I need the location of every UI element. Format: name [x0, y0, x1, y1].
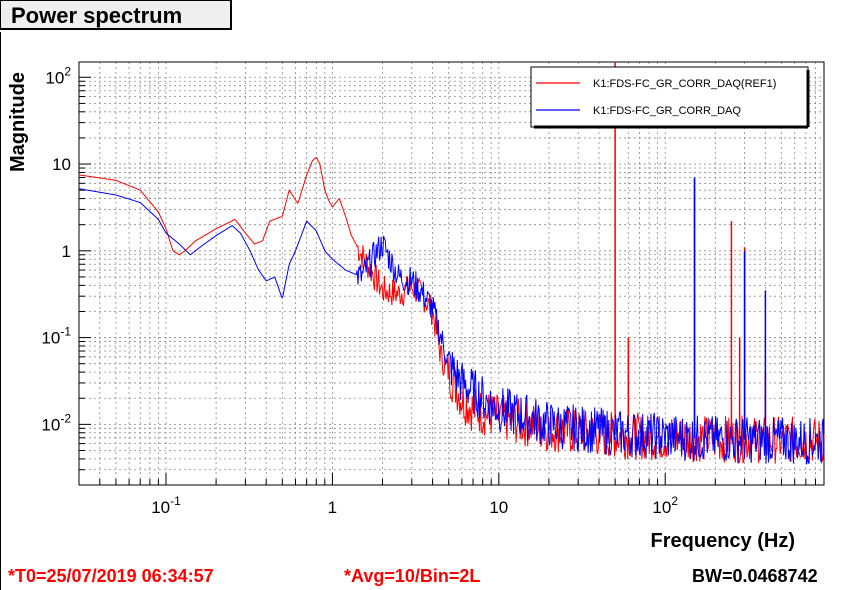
- title-tab: Power spectrum: [0, 0, 232, 30]
- y-tick-label: 102: [45, 64, 71, 87]
- frame-border: [0, 32, 1, 590]
- legend-label: K1:FDS-FC_GR_CORR_DAQ(REF1): [593, 78, 776, 90]
- plot-area: [79, 62, 824, 485]
- x-tick-label: 10-1: [151, 494, 181, 517]
- y-tick-label: 10-2: [41, 411, 71, 434]
- footer-avg: *Avg=10/Bin=2L: [344, 566, 481, 586]
- legend-label: K1:FDS-FC_GR_CORR_DAQ: [593, 105, 741, 117]
- x-tick-label: 10: [489, 498, 508, 517]
- x-tick-label: 1: [328, 498, 337, 517]
- legend: K1:FDS-FC_GR_CORR_DAQ(REF1) K1:FDS-FC_GR_…: [530, 66, 810, 129]
- y-tick-label: 10: [52, 155, 71, 174]
- series-line-live: [78, 188, 825, 465]
- footer-t0: *T0=25/07/2019 06:34:57: [8, 566, 214, 586]
- legend-box: [530, 66, 809, 128]
- x-tick-label: 102: [652, 494, 678, 517]
- window-title: Power spectrum: [11, 3, 183, 28]
- y-tick-label: 10-1: [41, 325, 71, 348]
- plot-frame: [78, 61, 825, 486]
- footer-bw: BW=0.0468742: [692, 566, 818, 586]
- series-line-ref: [78, 157, 825, 464]
- y-tick-label: 1: [62, 242, 71, 261]
- y-axis-label: Magnitude: [7, 72, 29, 172]
- x-axis-label: Frequency (Hz): [651, 530, 795, 552]
